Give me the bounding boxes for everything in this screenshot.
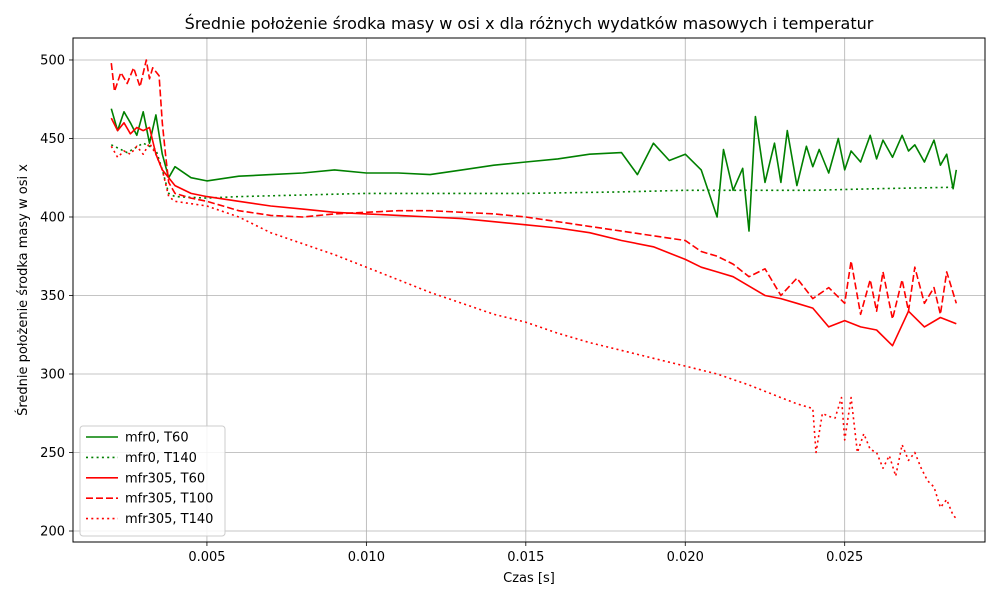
y-tick-label: 300 [40,368,65,383]
legend-label-1: mfr0, T60 [125,431,189,446]
legend-box [79,425,226,537]
y-tick-label: 350 [40,289,65,304]
legend: mfr0, T60 mfr0, T140 mfr305, T60 mfr305, T1… [79,425,226,537]
x-axis-title: Czas [s] [503,571,555,586]
x-tick-label: 0.005 [188,550,225,565]
x-tick-label: 0.015 [507,550,544,565]
legend-label-4: mfr305, T100 [125,492,213,507]
chart-title: Średnie położenie środka masy w osi x dl… [185,14,874,33]
legend-label-2: mfr0, T140 [125,451,197,466]
y-tick-label: 250 [40,446,65,461]
x-tick-label: 0.025 [826,550,863,565]
legend-label-5: mfr305, T140 [125,512,213,527]
series-layer [110,59,958,519]
plot-frame [72,37,986,543]
series-line-4 [110,59,958,320]
x-axis: 0.005 0.010 0.015 0.020 0.025 [188,542,863,565]
x-tick-label: 0.020 [667,550,704,565]
y-axis: 200 250 300 350 400 450 500 [40,53,73,540]
y-tick-label: 500 [40,53,65,68]
y-tick-label: 450 [40,132,65,147]
series-line-1 [110,108,958,232]
legend-label-3: mfr305, T60 [125,471,205,486]
y-tick-label: 400 [40,210,65,225]
y-tick-label: 200 [40,525,65,540]
x-tick-label: 0.010 [348,550,385,565]
y-axis-title: Średnie położenie środka masy w osi x [15,164,31,416]
